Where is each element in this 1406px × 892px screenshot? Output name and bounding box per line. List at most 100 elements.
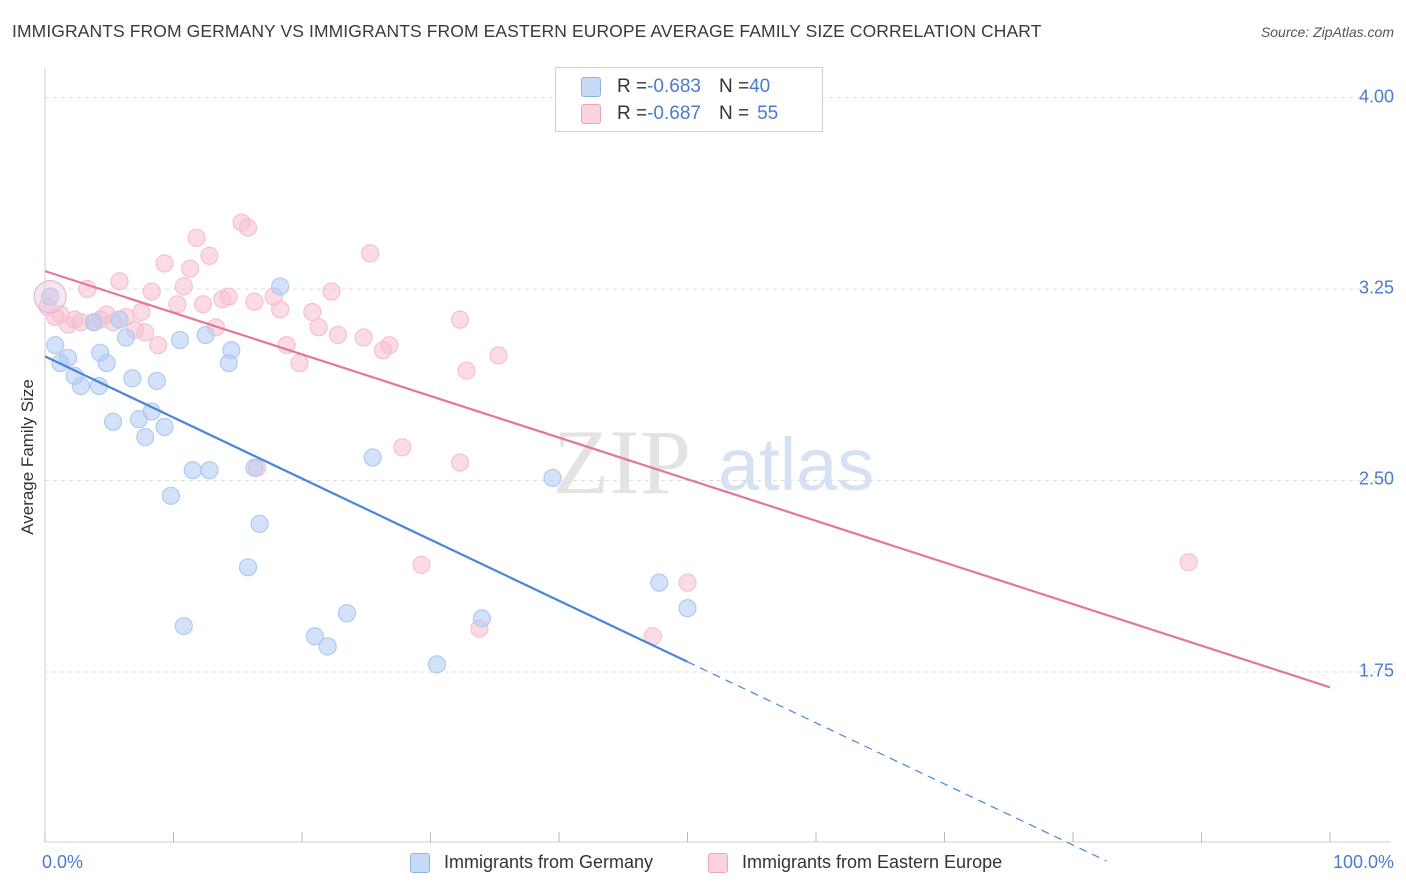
germany-point (271, 277, 290, 296)
cluster-point (33, 280, 67, 314)
legend-r-value: -0.683 (647, 76, 701, 97)
germany-point (427, 655, 447, 674)
germany-point (155, 417, 174, 436)
x-tick-100: 100.0% (1332, 852, 1394, 872)
germany-point (543, 468, 562, 488)
legend-item-eastern-europe: Immigrants from Eastern Europe (708, 852, 1002, 873)
legend-swatch-eastern-europe (708, 852, 728, 873)
eastern-europe-point (277, 336, 296, 355)
germany-point (104, 412, 123, 431)
germany-point (110, 310, 129, 329)
germany-point (136, 427, 155, 447)
eastern-europe-point (354, 328, 373, 347)
eastern-europe-point (271, 300, 290, 319)
germany-point (678, 599, 697, 618)
legend-n-value: 40 (749, 76, 771, 97)
eastern-europe-point (309, 318, 328, 337)
eastern-europe-point (450, 310, 470, 329)
chart-title: IMMIGRANTS FROM GERMANY VS IMMIGRANTS FR… (12, 21, 1042, 41)
x-tick-0: 0.0% (42, 852, 84, 872)
eastern-europe-point (200, 246, 219, 265)
watermark-zip: ZIP (553, 411, 691, 513)
germany-point (170, 330, 190, 350)
watermark-atlas: atlas (718, 423, 874, 506)
legend-item-germany: Immigrants from Germany (410, 852, 653, 873)
germany-point (472, 609, 491, 628)
eastern-europe-point (193, 295, 213, 314)
germany-point (363, 448, 382, 467)
y-tick-4.00: 4.00 (1358, 86, 1394, 107)
germany-point (318, 637, 337, 656)
y-tick-3.25: 3.25 (1358, 277, 1394, 298)
eastern-europe-point (181, 259, 200, 278)
eastern-europe-point (148, 336, 168, 355)
eastern-europe-point (412, 555, 431, 574)
eastern-europe-point (450, 453, 470, 472)
germany-point (97, 353, 116, 373)
germany-point (250, 514, 269, 534)
germany-point (305, 627, 324, 646)
legend-r-label: R = (617, 76, 648, 97)
germany-point (200, 461, 219, 480)
y-tick-1.75: 1.75 (1358, 660, 1394, 681)
germany-point (222, 341, 241, 360)
germany-trendline-extension (687, 661, 1107, 862)
legend-label-eastern-europe: Immigrants from Eastern Europe (742, 852, 1003, 872)
stats-legend: R = -0.683 N = 40 R = -0.687 N = 55 (555, 67, 823, 132)
germany-point (142, 402, 161, 421)
eastern-europe-point (322, 282, 341, 301)
eastern-europe-point (168, 295, 187, 314)
y-axis-label: Average Family Size (18, 379, 37, 535)
eastern-europe-point (219, 287, 238, 306)
eastern-europe-point (245, 292, 264, 311)
eastern-europe-point (457, 361, 476, 380)
eastern-europe-point (142, 282, 161, 301)
germany-point (123, 369, 142, 388)
eastern-europe-point (136, 323, 155, 342)
germany-point (174, 616, 193, 636)
series-legend: Immigrants from Germany Immigrants from … (0, 852, 1406, 876)
germany-trendline (44, 355, 688, 663)
eastern-europe-trendline (44, 270, 1331, 689)
germany-point (238, 558, 258, 577)
legend-swatch-germany (410, 852, 430, 873)
germany-point (147, 371, 166, 391)
eastern-europe-point (174, 277, 193, 296)
germany-point (116, 328, 136, 347)
y-tick-2.50: 2.50 (1358, 468, 1394, 489)
legend-row-germany: R = -0.683 N = 40 (581, 75, 770, 99)
eastern-europe-point (132, 302, 151, 322)
eastern-europe-point (678, 573, 697, 592)
legend-n-value: 55 (757, 103, 779, 124)
eastern-europe-point (78, 279, 97, 299)
germany-point (84, 313, 103, 332)
legend-swatch-germany (581, 77, 601, 97)
legend-n-label: N = (718, 76, 750, 97)
eastern-europe-point (238, 218, 258, 237)
eastern-europe-point (1179, 553, 1198, 572)
source-label: Source: ZipAtlas.com (1260, 24, 1394, 40)
germany-point (196, 325, 215, 345)
eastern-europe-point (155, 254, 174, 273)
eastern-europe-point (393, 438, 412, 457)
eastern-europe-point (290, 353, 309, 373)
eastern-europe-point (187, 228, 206, 248)
eastern-europe-point (361, 244, 380, 263)
legend-r-label: R = (617, 103, 648, 124)
eastern-europe-point (380, 336, 399, 355)
legend-n-label: N = (718, 103, 750, 124)
germany-point (650, 573, 669, 592)
legend-label-germany: Immigrants from Germany (444, 852, 654, 872)
germany-point (337, 604, 357, 623)
germany-point (245, 458, 264, 477)
germany-point (161, 486, 181, 505)
legend-row-eastern-europe: R = -0.687 N = 55 (581, 102, 778, 126)
germany-point (183, 461, 202, 480)
eastern-europe-point (328, 325, 348, 345)
germany-point (71, 376, 91, 396)
germany-point (46, 336, 65, 355)
legend-r-value: -0.687 (647, 103, 701, 124)
eastern-europe-point (489, 346, 508, 365)
germany-point (41, 287, 60, 306)
